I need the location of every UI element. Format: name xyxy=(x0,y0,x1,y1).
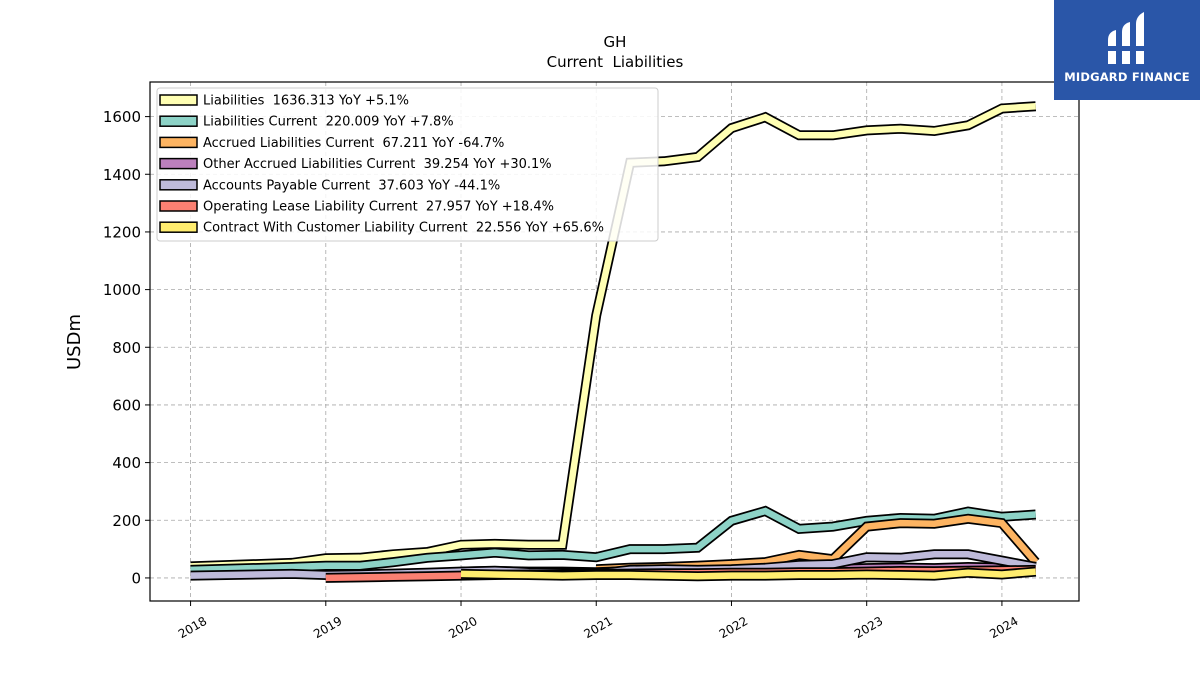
y-tick-label: 1400 xyxy=(103,166,141,184)
legend-entry: Contract With Customer Liability Current… xyxy=(203,221,604,236)
legend-box xyxy=(156,87,659,242)
x-tick-label: 2024 xyxy=(987,614,1020,641)
y-tick-label: 1000 xyxy=(103,281,141,299)
y-tick-label: 0 xyxy=(131,569,141,587)
legend-swatch xyxy=(159,157,198,170)
y-axis-label: USDm xyxy=(64,314,85,370)
legend-entry: Liabilities 1636.313 YoY +5.1% xyxy=(203,94,409,109)
x-tick-label: 2021 xyxy=(582,614,615,641)
y-tick-label: 1600 xyxy=(103,108,141,126)
x-ticks: 2018 2019 2020 2021 2022 2023 2024 xyxy=(176,601,1021,641)
series-line xyxy=(190,507,1036,574)
x-tick-label: 2023 xyxy=(852,614,885,641)
legend-swatch xyxy=(159,200,198,212)
x-tick-label: 2019 xyxy=(311,614,344,641)
legend-swatch xyxy=(159,221,198,233)
legend: Liabilities 1636.313 YoY +5.1% Liabilitie… xyxy=(156,87,659,242)
brand-logo-icon xyxy=(1104,12,1148,64)
y-tick-label: 800 xyxy=(112,339,141,357)
legend-entry: Operating Lease Liability Current 27.957… xyxy=(203,200,554,215)
series-1 xyxy=(190,505,1037,575)
y-tick-label: 1200 xyxy=(103,223,141,241)
brand-logo: MIDGARD FINANCE xyxy=(1054,0,1200,100)
brand-name: MIDGARD FINANCE xyxy=(1064,70,1190,84)
legend-swatch xyxy=(159,94,198,106)
legend-entry: Accounts Payable Current 37.603 YoY -44.… xyxy=(203,178,500,193)
series-6 xyxy=(460,566,1037,582)
legend-entry: Accrued Liabilities Current 67.211 YoY -… xyxy=(203,136,504,151)
chart-title: GH xyxy=(604,33,627,51)
legend-entry: Other Accrued Liabilities Current 39.254… xyxy=(203,157,552,172)
series-line xyxy=(460,568,1036,580)
plot-frame xyxy=(149,81,1080,602)
y-tick-label: 200 xyxy=(112,512,141,530)
y-tick-label: 600 xyxy=(112,396,141,414)
legend-swatch xyxy=(159,136,198,149)
legend-swatch xyxy=(159,179,198,191)
x-tick-label: 2018 xyxy=(176,614,209,641)
legend-entry: Liabilities Current 220.009 YoY +7.8% xyxy=(203,115,454,130)
y-ticks: 0 200 400 600 800 1000 1200 1400 1600 xyxy=(103,108,150,587)
chart-subtitle: Current Liabilities xyxy=(547,53,684,71)
legend-swatch xyxy=(159,115,198,127)
x-tick-label: 2020 xyxy=(446,614,479,641)
x-tick-label: 2022 xyxy=(717,614,750,641)
y-tick-label: 400 xyxy=(112,454,141,472)
